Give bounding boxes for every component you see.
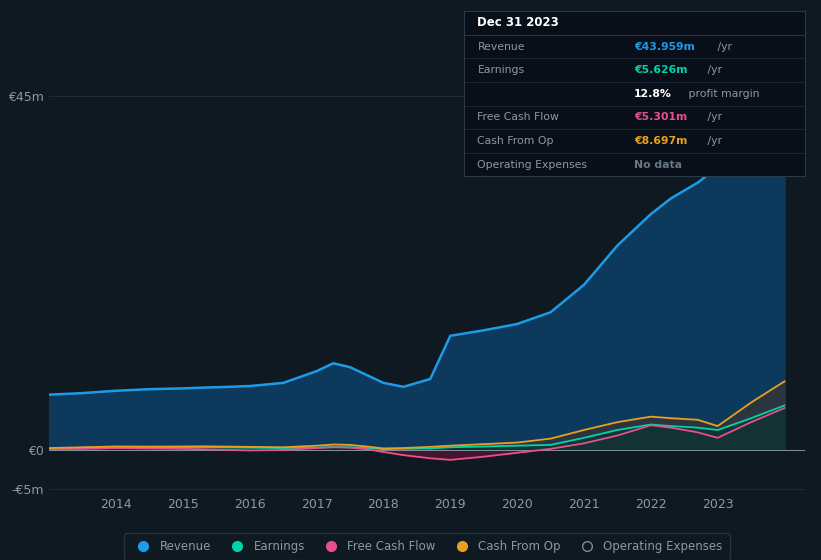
Text: Free Cash Flow: Free Cash Flow (478, 113, 559, 123)
Text: Revenue: Revenue (478, 41, 525, 52)
Text: /yr: /yr (714, 41, 732, 52)
Text: €8.697m: €8.697m (635, 136, 688, 146)
Legend: Revenue, Earnings, Free Cash Flow, Cash From Op, Operating Expenses: Revenue, Earnings, Free Cash Flow, Cash … (124, 533, 730, 560)
Text: Dec 31 2023: Dec 31 2023 (478, 16, 559, 30)
Text: €5.301m: €5.301m (635, 113, 687, 123)
Text: €5.626m: €5.626m (635, 65, 688, 75)
Text: €43.959m: €43.959m (635, 41, 695, 52)
Text: /yr: /yr (704, 136, 722, 146)
Text: profit margin: profit margin (686, 89, 759, 99)
Text: Cash From Op: Cash From Op (478, 136, 554, 146)
Text: No data: No data (635, 160, 682, 170)
Text: 12.8%: 12.8% (635, 89, 672, 99)
Text: /yr: /yr (704, 65, 722, 75)
Text: Earnings: Earnings (478, 65, 525, 75)
Text: Operating Expenses: Operating Expenses (478, 160, 588, 170)
Text: /yr: /yr (704, 113, 722, 123)
